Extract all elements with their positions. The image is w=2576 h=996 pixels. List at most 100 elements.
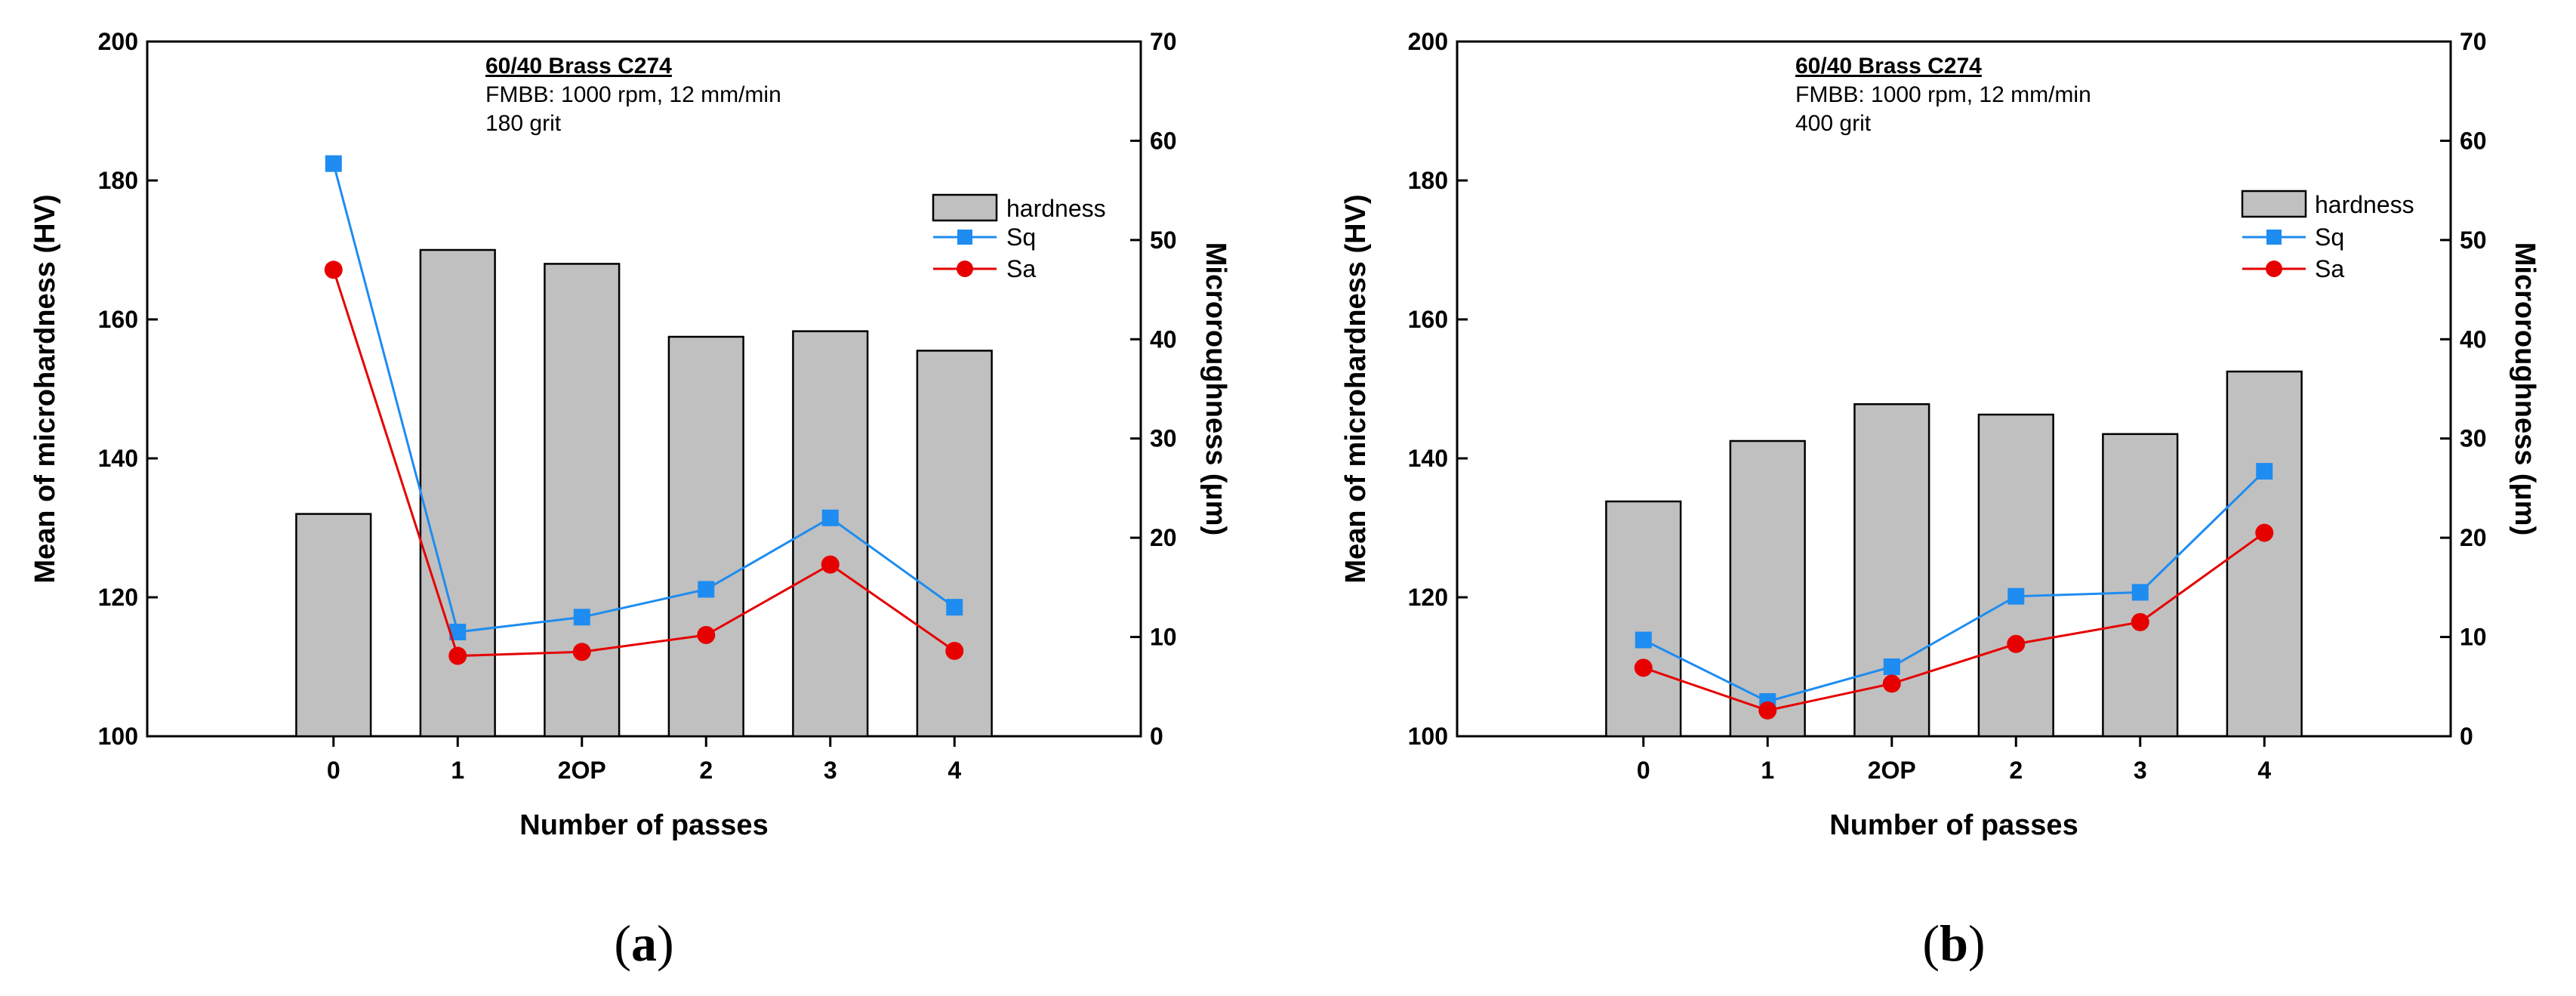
sa-point-3 (2131, 612, 2149, 631)
sa-line (332, 269, 956, 658)
y2-tick-label: 10 (2460, 624, 2487, 651)
sa-point-1 (1758, 701, 1777, 720)
sq-point-3 (2131, 584, 2149, 601)
y-tick-label: 180 (1408, 167, 1448, 194)
sq-point-1 (449, 624, 467, 640)
annotation-line2: 400 grit (1795, 111, 1872, 136)
x-axis-label: Number of passes (519, 809, 768, 841)
x-tick-label-3: 3 (2134, 757, 2147, 784)
chart-panel-a: 100 120 140 160 180 200 0 10 20 30 40 50 60 70 0 1 2OP 2 3… (29, 28, 1231, 972)
hardness-bar-0 (295, 513, 372, 738)
legend-sq-marker (957, 230, 972, 245)
x-tick-label-1: 1 (451, 757, 464, 784)
sa-point-1 (448, 646, 467, 665)
y2-tick-label: 50 (1150, 227, 1177, 254)
x-axis-label: Number of passes (1829, 809, 2078, 841)
x-tick-label-0: 0 (1637, 757, 1650, 784)
legend-sa-marker (957, 261, 973, 277)
y2-tick-label: 0 (1150, 723, 1163, 750)
y2-tick-label: 30 (2460, 425, 2487, 452)
sa-point-2OP (572, 643, 591, 661)
hardness-bar-3 (792, 330, 869, 738)
sq-line (332, 163, 956, 634)
sq-point-2 (2007, 587, 2025, 605)
legend-hardness-swatch (932, 193, 998, 222)
roughness-lines (1634, 463, 2274, 720)
y2-tick-label: 10 (1150, 624, 1177, 651)
sq-line (1643, 470, 2266, 703)
legend-hardness-swatch (2241, 190, 2307, 218)
y-tick-label: 200 (1408, 28, 1448, 55)
y2-tick-label: 60 (1150, 127, 1177, 154)
legend-sq-marker (2266, 230, 2282, 245)
sa-point-3 (821, 555, 840, 574)
legend-sa-label: Sa (2315, 255, 2344, 282)
y2-tick-label: 50 (2460, 227, 2487, 254)
y-tick-label: 200 (98, 28, 138, 55)
hardness-bar-4 (2226, 370, 2303, 738)
x-tick-label-2OP: 2OP (1868, 757, 1916, 784)
sa-point-4 (2255, 523, 2274, 542)
sq-point-4 (946, 599, 963, 616)
y-tick-label: 160 (1408, 306, 1448, 333)
hardness-bar-2 (1977, 413, 2054, 738)
y-tick-label: 120 (98, 584, 138, 611)
sq-point-4 (2256, 463, 2273, 480)
chart-panel-b: 100 120 140 160 180 200 0 10 20 30 40 50 60 70 0 1 2OP 2 3… (1340, 28, 2541, 972)
y-tick-label: 180 (98, 167, 138, 194)
y2-tick-label: 20 (2460, 524, 2487, 551)
sq-point-0 (1635, 631, 1652, 649)
plot-frame (1456, 40, 2452, 738)
sa-point-2 (2007, 634, 2026, 653)
y2-tick-label: 60 (2460, 127, 2487, 154)
x-tick-label-0: 0 (327, 757, 340, 784)
axes: 100 120 140 160 180 200 0 10 20 30 40 50 60 70 0 1 2OP 2 3… (1408, 28, 2487, 784)
y2-tick-label: 0 (2460, 723, 2473, 750)
sq-point-2 (698, 581, 715, 598)
panel-label-a: (a) (614, 914, 673, 972)
x-tick-label-3: 3 (824, 757, 837, 784)
y2-axis-label: Microroughness (μm) (1200, 242, 1231, 536)
sq-point-0 (325, 155, 342, 172)
y2-tick-label: 40 (1150, 325, 1177, 353)
sa-point-0 (1634, 658, 1653, 677)
legend-hardness-label: hardness (1006, 195, 1106, 222)
legend-sq-label: Sq (2315, 224, 2344, 251)
annotation-title: 60/40 Brass C274 (1795, 54, 1982, 79)
y-axis-label: Mean of microhardness (HV) (1340, 194, 1372, 583)
sq-point-3 (821, 509, 839, 526)
axes: 100 120 140 160 180 200 0 10 20 30 40 50 60 70 0 1 2OP 2 3… (98, 28, 1177, 784)
y-tick-label: 120 (1408, 584, 1448, 611)
hardness-bar-1 (1729, 439, 1806, 738)
y2-tick-label: 70 (2460, 28, 2487, 55)
x-tick-label-2: 2 (699, 757, 713, 784)
hardness-bar-0 (1605, 500, 1682, 738)
legend-sa-marker (2266, 261, 2282, 277)
sa-point-2OP (1882, 674, 1901, 693)
y-axis-label: Mean of microhardness (HV) (29, 194, 61, 583)
annotation-line1: FMBB: 1000 rpm, 12 mm/min (485, 82, 781, 107)
x-tick-label-4: 4 (948, 757, 961, 784)
sa-point-2 (697, 625, 716, 644)
legend-hardness-label: hardness (2315, 191, 2414, 218)
sa-point-0 (324, 261, 343, 279)
legend: hardness Sq Sa (932, 193, 1106, 282)
roughness-lines (324, 155, 964, 665)
y2-tick-label: 20 (1150, 524, 1177, 551)
legend-sq-label: Sq (1006, 224, 1036, 251)
hardness-bars (1605, 370, 2303, 738)
y-tick-label: 160 (98, 306, 138, 333)
panel-letter: b (1940, 914, 1968, 972)
y2-tick-label: 70 (1150, 28, 1177, 55)
y-tick-label: 140 (1408, 445, 1448, 472)
sq-point-2OP (573, 609, 590, 626)
x-tick-label-4: 4 (2257, 757, 2271, 784)
hardness-bar-2 (667, 335, 744, 738)
y-tick-label: 100 (98, 723, 138, 750)
panel-label-b: (b) (1922, 914, 1985, 972)
plot-frame (146, 40, 1142, 738)
legend-sa-label: Sa (1006, 255, 1036, 282)
y-tick-label: 140 (98, 445, 138, 472)
x-tick-label-2: 2 (2009, 757, 2023, 784)
